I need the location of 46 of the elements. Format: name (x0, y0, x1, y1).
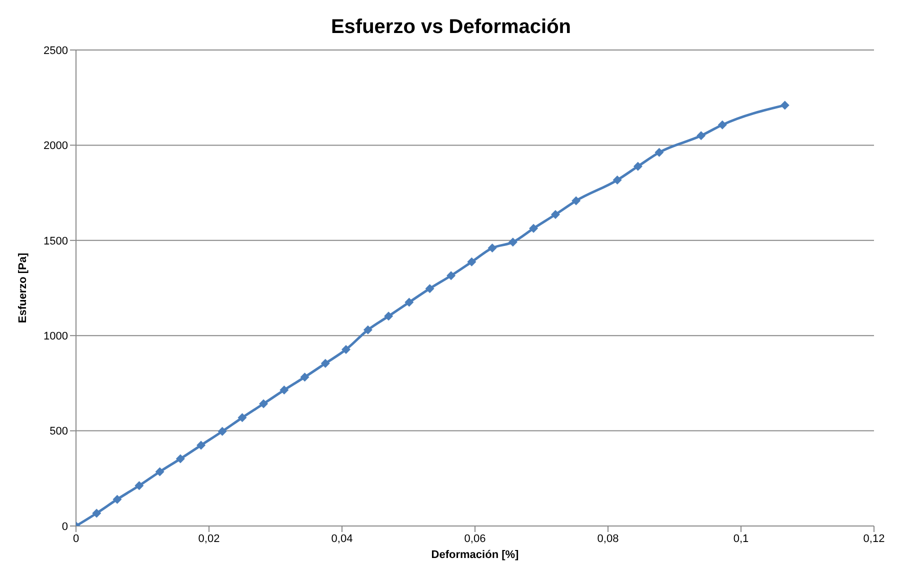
point (467, 257, 476, 266)
x-tick-label: 0,06 (464, 532, 486, 545)
point (259, 399, 268, 408)
x-tick-label: 0,12 (863, 532, 885, 545)
point (572, 196, 581, 206)
point (488, 244, 497, 253)
point (529, 224, 538, 233)
y-tick-label: 0 (62, 520, 68, 533)
y-axis-title: Esfuerzo [Pa] (16, 252, 29, 324)
x-axis-title: Deformación [%] (431, 549, 520, 561)
y-tick-label: 2000 (44, 140, 68, 152)
point (446, 271, 456, 280)
y-tick-label: 1000 (44, 330, 68, 343)
point (176, 454, 185, 464)
chart-title: Esfuerzo vs Deformación (330, 15, 572, 40)
x-tick-label: 0 (72, 532, 80, 545)
point (155, 467, 164, 476)
point (633, 162, 642, 171)
point (550, 210, 560, 220)
point (238, 413, 247, 422)
x-tick-label: 0,04 (331, 532, 353, 545)
point (404, 298, 414, 307)
point (508, 238, 518, 247)
point (218, 426, 227, 436)
point (363, 325, 372, 334)
x-tick-label: 0,1 (733, 532, 749, 545)
x-tick-label: 0,08 (597, 532, 619, 545)
y-tick-label: 500 (50, 426, 68, 438)
x-tick-label: 0,02 (198, 532, 220, 545)
point (92, 508, 102, 518)
point (780, 100, 790, 110)
point (280, 386, 289, 395)
point (112, 494, 122, 504)
point (425, 284, 434, 294)
point (612, 176, 622, 185)
point (384, 312, 394, 321)
point (341, 345, 350, 354)
point (300, 372, 310, 382)
y-tick-label: 1500 (44, 235, 68, 248)
y-tick-label: 2500 (44, 44, 68, 57)
point (696, 131, 706, 140)
point (196, 440, 206, 450)
point (718, 120, 727, 130)
point (320, 358, 330, 368)
point (654, 148, 664, 157)
point (134, 481, 144, 490)
